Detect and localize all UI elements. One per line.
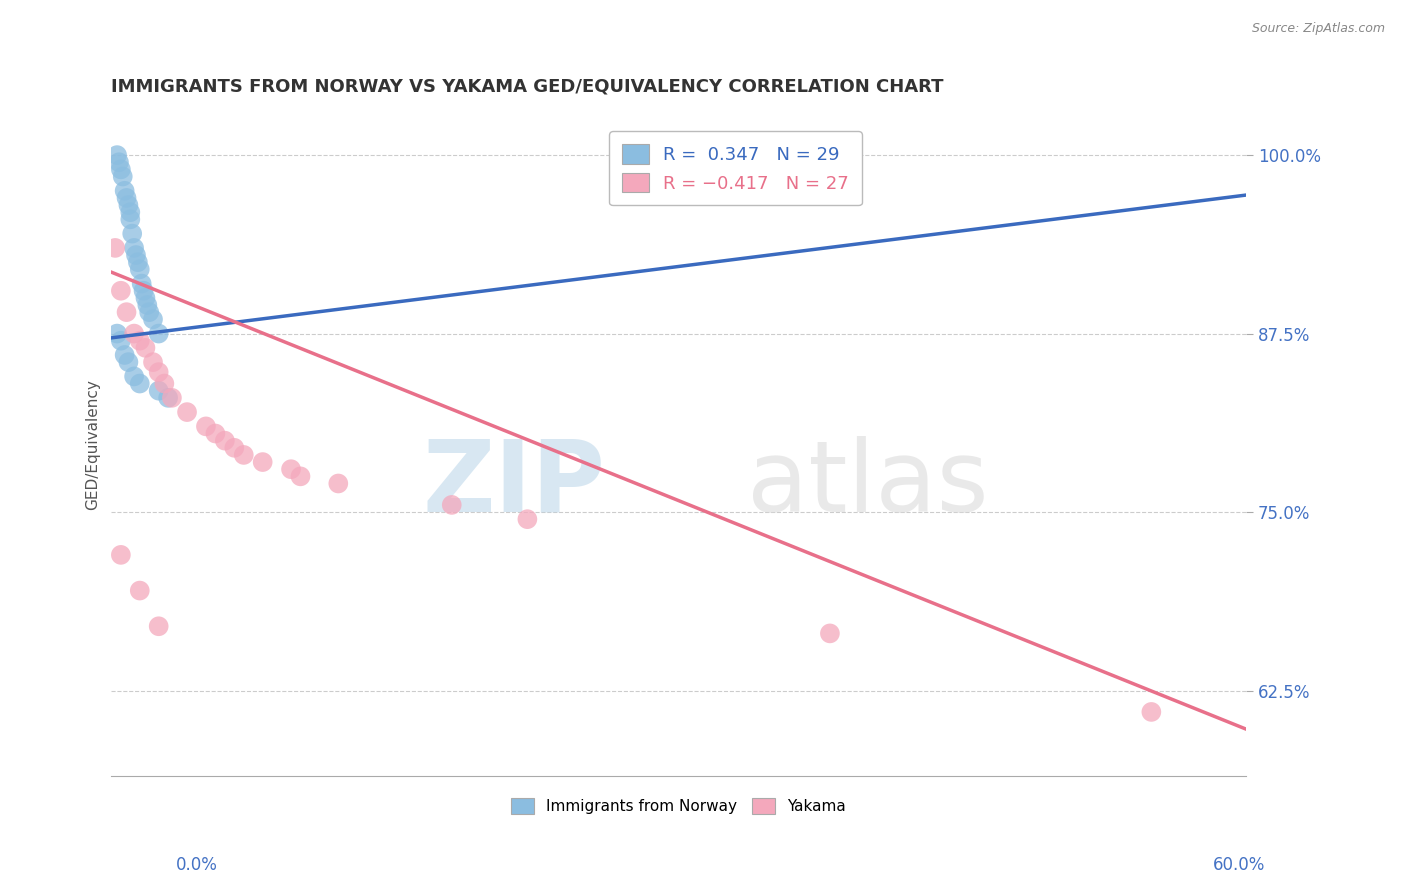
Point [105, 148, 128, 162]
Point [122, 241, 145, 255]
Point [110, 334, 132, 348]
Point [148, 326, 170, 341]
Point [128, 583, 150, 598]
Point [110, 284, 132, 298]
Point [128, 376, 150, 391]
Point [148, 365, 170, 379]
Point [104, 241, 127, 255]
Point [176, 405, 198, 419]
Point [328, 476, 350, 491]
Point [117, 198, 139, 212]
Point [252, 455, 274, 469]
Text: 60.0%: 60.0% [1213, 856, 1265, 874]
Point [142, 312, 165, 326]
Y-axis label: GED/Equivalency: GED/Equivalency [86, 379, 100, 509]
Point [117, 355, 139, 369]
Point [115, 191, 138, 205]
Legend: Immigrants from Norway, Yakama: Immigrants from Norway, Yakama [503, 790, 853, 822]
Point [105, 326, 128, 341]
Point [138, 305, 160, 319]
Point [122, 369, 145, 384]
Point [115, 305, 138, 319]
Point [224, 441, 246, 455]
Point [110, 548, 132, 562]
Point [1140, 705, 1163, 719]
Point [110, 162, 132, 177]
Point [204, 426, 226, 441]
Point [232, 448, 254, 462]
Text: Source: ZipAtlas.com: Source: ZipAtlas.com [1251, 22, 1385, 36]
Point [157, 391, 180, 405]
Point [134, 291, 156, 305]
Point [120, 205, 142, 219]
Point [108, 155, 131, 169]
Point [290, 469, 312, 483]
Point [127, 255, 149, 269]
Point [280, 462, 302, 476]
Point [194, 419, 217, 434]
Point [214, 434, 236, 448]
Text: ZIP: ZIP [422, 435, 605, 533]
Point [818, 626, 841, 640]
Point [121, 227, 143, 241]
Point [128, 334, 150, 348]
Point [160, 391, 183, 405]
Point [120, 212, 142, 227]
Point [132, 284, 155, 298]
Text: IMMIGRANTS FROM NORWAY VS YAKAMA GED/EQUIVALENCY CORRELATION CHART: IMMIGRANTS FROM NORWAY VS YAKAMA GED/EQU… [111, 78, 943, 95]
Point [142, 355, 165, 369]
Point [114, 184, 136, 198]
Point [440, 498, 463, 512]
Point [114, 348, 136, 362]
Point [136, 298, 159, 312]
Point [111, 169, 134, 184]
Point [134, 341, 156, 355]
Point [148, 384, 170, 398]
Point [122, 326, 145, 341]
Text: atlas: atlas [747, 435, 988, 533]
Point [125, 248, 148, 262]
Point [128, 262, 150, 277]
Point [148, 619, 170, 633]
Text: 0.0%: 0.0% [176, 856, 218, 874]
Point [153, 376, 176, 391]
Point [131, 277, 153, 291]
Point [516, 512, 538, 526]
